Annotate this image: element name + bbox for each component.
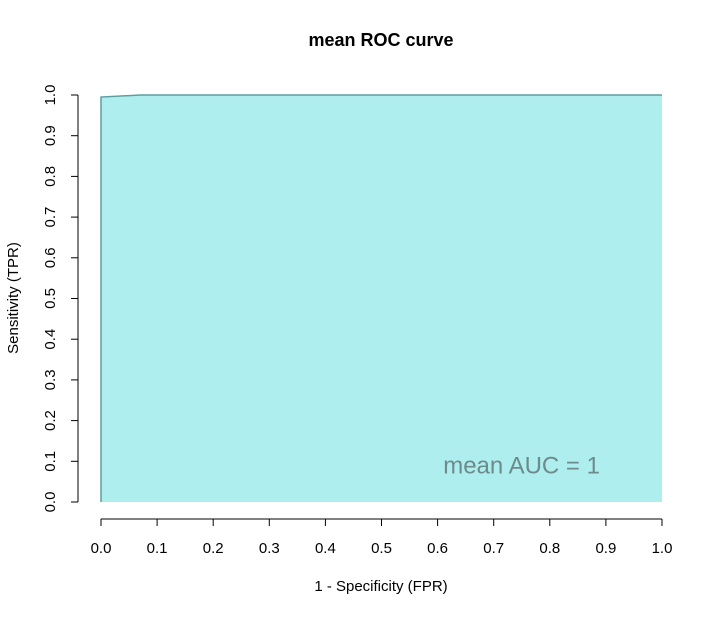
y-tick-label: 0.3 [42,369,59,390]
auc-annotation: mean AUC = 1 [443,452,600,479]
y-tick-label: 0.0 [42,492,59,513]
x-tick-label: 0.1 [147,540,168,557]
plot-area [100,94,662,502]
x-axis: 0.0 0.1 0.2 0.3 0.4 0.5 0.6 0.7 0.8 0.9 1.0 [91,518,673,557]
x-tick-label: 0.9 [595,540,616,557]
y-tick-label: 1.0 [42,85,59,106]
y-axis: 0.0 0.1 0.2 0.3 0.4 0.5 0.6 0.7 0.8 0.9 1.0 [42,85,79,513]
roc-curve-line [100,94,662,502]
y-tick-label: 0.4 [42,329,59,350]
x-axis-label: 1 - Specificity (FPR) [314,578,447,595]
chart-title: mean ROC curve [308,30,453,50]
x-tick-label: 0.7 [483,540,504,557]
x-tick-label: 0.5 [371,540,392,557]
x-tick-label: 0.2 [203,540,224,557]
x-tick-label: 0.6 [427,540,448,557]
y-tick-label: 0.2 [42,410,59,431]
y-tick-label: 0.1 [42,451,59,472]
y-tick-label: 0.5 [42,288,59,309]
y-tick-label: 0.6 [42,247,59,268]
y-tick-label: 0.9 [42,125,59,146]
x-tick-label: 0.3 [259,540,280,557]
x-tick-label: 0.4 [315,540,336,557]
y-tick-label: 0.8 [42,166,59,187]
x-tick-label: 1.0 [652,540,673,557]
roc-area-fill [101,95,662,502]
x-tick-label: 0.8 [539,540,560,557]
x-tick-label: 0.0 [91,540,112,557]
y-axis-label: Sensitivity (TPR) [5,242,22,354]
y-tick-label: 0.7 [42,207,59,228]
